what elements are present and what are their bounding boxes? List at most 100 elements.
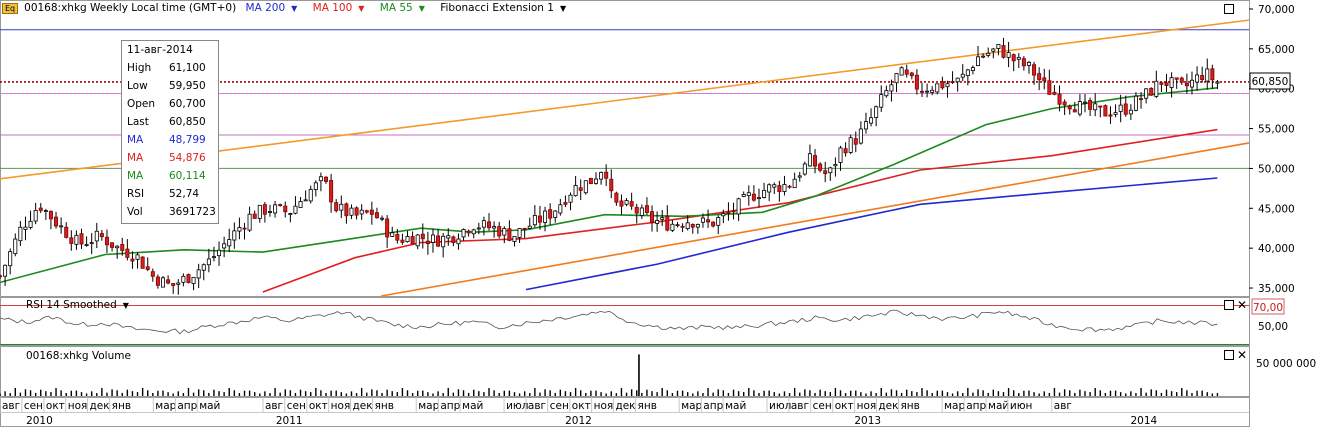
tooltip-key: Low [127,80,148,92]
month-label: окт [572,400,591,412]
candle-body [986,52,991,56]
candle-body [690,224,695,228]
tooltip-row: High 61,100 [122,59,218,77]
indicator-ma100[interactable]: MA 100 ▼ [312,2,365,14]
candle-body [853,138,858,145]
rsi-title[interactable]: RSI 14 Smoothed ▼ [26,299,129,311]
tooltip-key: RSI [127,188,145,200]
candle-body [869,117,874,124]
candle-body [344,203,349,217]
candle-body [879,94,884,108]
year-label: 2010 [26,415,53,427]
candle-body [242,227,247,230]
tooltip-row: RSI 52,74 [122,185,218,203]
candle-body [13,238,18,255]
candle-body [211,256,216,259]
candle-body [191,276,196,284]
candle-body [257,204,262,219]
maximize-rsi-icon[interactable] [1224,300,1234,310]
close-rsi-icon[interactable]: ✕ [1237,298,1248,312]
tooltip-row: MA 48,799 [122,131,218,149]
rsi-line [0,309,1218,335]
month-label: янв [375,400,394,412]
candle-body [935,83,940,93]
candle-body [166,279,171,284]
symbol-badge: Eq [2,3,19,14]
volume-title: 00168:xhkg Volume [26,350,131,362]
last-price-box [1249,72,1291,90]
rsi-badge: 70,00 [1253,302,1283,314]
candle-body [354,207,359,216]
candle-body [359,209,364,215]
candle-body [904,69,909,75]
year-label: 2014 [1130,415,1157,427]
month-label: сен [550,400,569,412]
indicator-fibonacci[interactable]: Fibonacci Extension 1 ▼ [440,2,567,14]
tooltip-key: MA [127,170,144,182]
candle-body [675,224,680,227]
indicator-ma200[interactable]: MA 200 ▼ [245,2,298,14]
candle-body [262,204,267,215]
tooltip-key: MA [127,152,144,164]
month-label: авг [1054,400,1072,412]
candle-body [634,206,639,214]
candle-body [863,121,868,130]
candle-body [899,67,904,76]
candle-body [436,235,441,247]
candle-body [945,83,950,88]
candle-body [532,215,537,226]
chart-header: Eq 00168:xhkg Weekly Local time (GMT+0) M… [2,2,578,14]
candle-body [33,209,38,222]
candle-body [858,128,863,144]
candle-body [232,230,237,241]
maximize-volume-icon[interactable] [1224,350,1234,360]
candle-body [925,90,930,93]
month-label: мар [418,400,439,412]
candle-body [777,185,782,193]
candle-body [624,200,629,205]
tooltip-key: Last [127,116,149,128]
candle-body [706,219,711,223]
candle-body [889,84,894,92]
candle-body [130,258,135,262]
y-tick-label: 35,000 [1258,283,1295,295]
candle-body [222,243,227,249]
rsi-badge-box [1251,298,1285,315]
candle-body [8,251,13,267]
month-label: авг [791,400,809,412]
candle-body [874,106,879,118]
candle-body [512,236,517,242]
candle-body [583,180,588,194]
month-label: апр [966,400,986,412]
candle-body [848,137,853,153]
candle-body [1139,98,1144,101]
candle-body [1042,77,1047,82]
candle-body [736,198,741,215]
maximize-price-icon[interactable] [1224,4,1234,14]
indicator-ma55[interactable]: MA 55 ▼ [379,2,425,14]
candle-body [965,69,970,76]
candle-body [1072,109,1077,113]
tooltip-value: 52,74 [169,188,200,200]
month-label: сен [24,400,43,412]
candle-body [237,227,242,232]
month-label: июн [1010,400,1033,412]
candle-body [1144,88,1149,99]
candle-body [593,178,598,184]
moving-average-line [0,87,1218,284]
candle-body [196,269,201,279]
candle-body [537,215,542,223]
candle-body [1215,81,1220,84]
close-volume-icon[interactable]: ✕ [1237,348,1248,362]
tooltip-row: Open 60,700 [122,95,218,113]
candle-body [716,217,721,226]
candle-body [395,234,400,241]
candle-body [1205,68,1210,82]
candle-body [430,234,435,243]
candle-body [43,210,48,212]
candle-body [507,228,512,241]
candle-body [553,210,558,218]
candle-body [614,192,619,203]
candle-body [517,228,522,238]
candle-body [955,77,960,83]
